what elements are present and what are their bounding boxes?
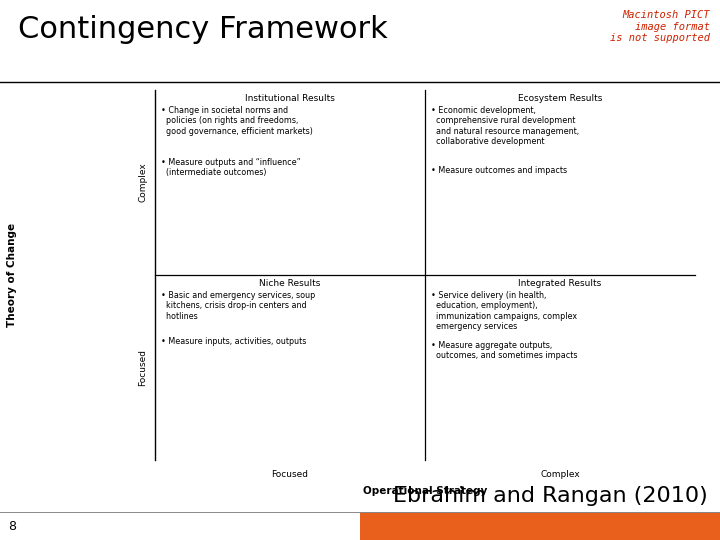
- Text: • Measure outcomes and impacts: • Measure outcomes and impacts: [431, 166, 567, 175]
- Text: Complex: Complex: [138, 163, 148, 202]
- Text: • Economic development,
  comprehensive rural development
  and natural resource: • Economic development, comprehensive ru…: [431, 106, 579, 146]
- Text: Ecosystem Results: Ecosystem Results: [518, 94, 602, 103]
- Text: • Measure inputs, activities, outputs: • Measure inputs, activities, outputs: [161, 337, 307, 346]
- Text: • Measure aggregate outputs,
  outcomes, and sometimes impacts: • Measure aggregate outputs, outcomes, a…: [431, 341, 577, 360]
- Text: Contingency Framework: Contingency Framework: [18, 15, 388, 44]
- Text: 8: 8: [8, 519, 16, 532]
- Text: Operational Strategy: Operational Strategy: [363, 486, 487, 496]
- Text: Integrated Results: Integrated Results: [518, 279, 602, 288]
- Text: Institutional Results: Institutional Results: [245, 94, 335, 103]
- Bar: [360, 512, 720, 540]
- Text: Theory of Change: Theory of Change: [7, 223, 17, 327]
- Text: • Service delivery (in health,
  education, employment),
  immunization campaign: • Service delivery (in health, education…: [431, 291, 577, 331]
- Text: Focused: Focused: [138, 349, 148, 386]
- Text: Focused: Focused: [271, 470, 308, 479]
- Text: Complex: Complex: [540, 470, 580, 479]
- Text: • Measure outputs and “influence”
  (intermediate outcomes): • Measure outputs and “influence” (inter…: [161, 158, 301, 178]
- Text: • Change in societal norms and
  policies (on rights and freedoms,
  good govern: • Change in societal norms and policies …: [161, 106, 313, 136]
- Text: Ebrahim and Rangan (2010): Ebrahim and Rangan (2010): [393, 486, 708, 506]
- Text: • Basic and emergency services, soup
  kitchens, crisis drop-in centers and
  ho: • Basic and emergency services, soup kit…: [161, 291, 315, 321]
- Text: Macintosh PICT
image format
is not supported: Macintosh PICT image format is not suppo…: [610, 10, 710, 43]
- Text: Niche Results: Niche Results: [259, 279, 320, 288]
